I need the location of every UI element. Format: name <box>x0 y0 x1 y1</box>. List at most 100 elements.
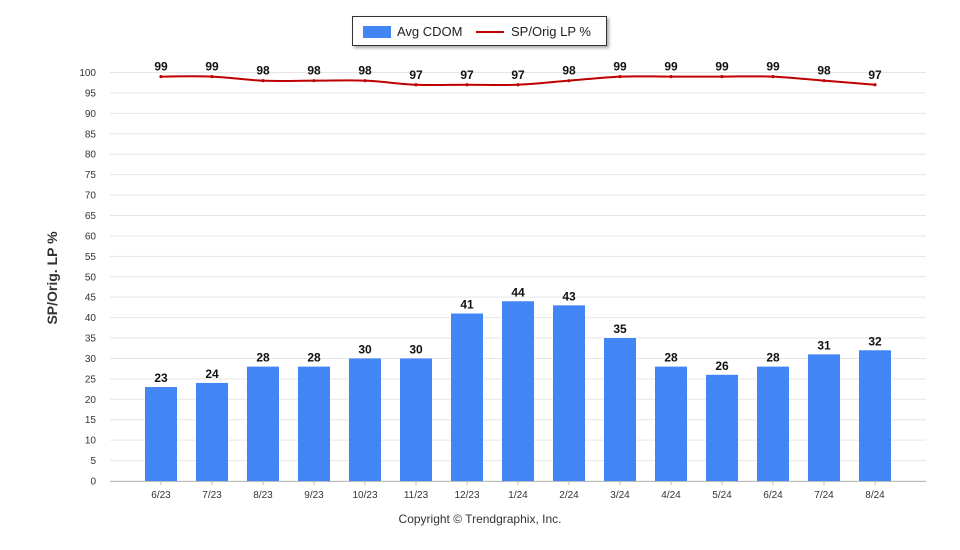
x-tick-label: 6/23 <box>151 490 171 501</box>
line-point-sp-orig-lp <box>516 83 520 87</box>
line-point-sp-orig-lp <box>414 83 418 87</box>
line-data-label: 99 <box>715 60 729 74</box>
legend-swatch-sp-orig-lp <box>476 31 504 33</box>
bar-avg-cdom <box>451 313 483 481</box>
bar-avg-cdom <box>859 350 891 481</box>
y-tick-label: 40 <box>85 313 97 324</box>
bar-data-label: 30 <box>358 342 372 356</box>
bar-avg-cdom <box>757 366 789 481</box>
line-point-sp-orig-lp <box>363 79 367 83</box>
legend-label-sp-orig-lp: SP/Orig LP % <box>511 24 591 39</box>
bar-data-label: 31 <box>817 338 831 352</box>
line-point-sp-orig-lp <box>873 83 877 87</box>
bar-data-label: 24 <box>205 367 219 381</box>
y-tick-label: 95 <box>85 88 97 99</box>
line-point-sp-orig-lp <box>159 74 163 79</box>
line-point-sp-orig-lp <box>618 74 622 79</box>
line-point-sp-orig-lp <box>822 79 826 83</box>
x-tick-label: 11/23 <box>404 490 429 501</box>
x-tick-label: 2/24 <box>559 490 579 501</box>
line-data-label: 97 <box>511 68 525 82</box>
line-data-label: 97 <box>409 68 423 82</box>
copyright-text: Copyright © Trendgraphix, Inc. <box>398 512 562 526</box>
x-tick-label: 7/23 <box>202 490 222 501</box>
line-data-label: 98 <box>307 64 321 78</box>
line-data-label: 99 <box>154 60 168 74</box>
line-point-sp-orig-lp <box>210 74 214 79</box>
chart-legend: Avg CDOM SP/Orig LP % <box>352 16 607 46</box>
y-tick-label: 100 <box>79 68 96 79</box>
bar-avg-cdom <box>604 338 636 481</box>
line-point-sp-orig-lp <box>312 79 316 83</box>
bar-data-label: 43 <box>562 289 576 303</box>
y-tick-label: 0 <box>90 477 96 488</box>
y-tick-label: 10 <box>85 436 97 447</box>
bar-data-label: 28 <box>307 351 321 365</box>
bar-data-label: 26 <box>715 359 729 373</box>
bar-data-label: 28 <box>256 351 270 365</box>
legend-label-avg-cdom: Avg CDOM <box>397 24 463 39</box>
y-tick-label: 70 <box>85 191 97 202</box>
y-tick-label: 65 <box>85 211 97 222</box>
bar-data-label: 30 <box>409 342 423 356</box>
bar-data-label: 28 <box>664 351 678 365</box>
line-data-label: 99 <box>613 60 627 74</box>
x-tick-label: 7/24 <box>814 490 834 501</box>
y-tick-label: 15 <box>85 415 97 426</box>
bar-avg-cdom <box>553 305 585 481</box>
legend-swatch-avg-cdom <box>363 26 391 38</box>
y-tick-label: 20 <box>85 395 97 406</box>
bar-avg-cdom <box>706 374 738 481</box>
line-data-label: 99 <box>766 60 780 74</box>
y-tick-label: 5 <box>90 456 96 467</box>
bar-avg-cdom <box>502 301 534 481</box>
x-tick-label: 3/24 <box>610 490 630 501</box>
line-data-label: 99 <box>205 60 219 74</box>
bar-avg-cdom <box>298 366 330 481</box>
bar-avg-cdom <box>400 358 432 481</box>
bar-data-label: 23 <box>154 371 168 385</box>
line-data-label: 98 <box>256 64 270 78</box>
y-tick-label: 30 <box>85 354 97 365</box>
y-tick-label: 75 <box>85 170 97 181</box>
line-point-sp-orig-lp <box>261 79 265 83</box>
line-data-label: 97 <box>460 68 474 82</box>
line-data-label: 98 <box>817 64 831 78</box>
x-tick-label: 1/24 <box>508 490 528 501</box>
x-tick-label: 9/23 <box>304 490 324 501</box>
bar-avg-cdom <box>196 382 228 481</box>
y-tick-label: 50 <box>85 272 97 283</box>
y-tick-label: 85 <box>85 129 97 140</box>
line-data-label: 98 <box>562 64 576 78</box>
line-point-sp-orig-lp <box>720 74 724 79</box>
y-tick-label: 55 <box>85 252 97 263</box>
bar-data-label: 32 <box>868 334 882 348</box>
x-tick-label: 8/24 <box>865 490 885 501</box>
x-tick-label: 10/23 <box>352 490 377 501</box>
line-point-sp-orig-lp <box>465 83 469 87</box>
bar-avg-cdom <box>808 354 840 481</box>
y-tick-label: 60 <box>85 231 97 242</box>
y-tick-label: 45 <box>85 293 97 304</box>
y-tick-label: 25 <box>85 374 97 385</box>
y-tick-label: 35 <box>85 334 97 345</box>
line-data-label: 99 <box>664 60 678 74</box>
x-tick-label: 6/24 <box>763 490 783 501</box>
bar-avg-cdom <box>247 366 279 481</box>
bar-avg-cdom <box>145 387 177 481</box>
bar-data-label: 28 <box>766 351 780 365</box>
x-tick-label: 5/24 <box>712 490 732 501</box>
y-tick-label: 90 <box>85 109 97 120</box>
line-point-sp-orig-lp <box>669 74 673 79</box>
line-data-label: 98 <box>358 64 372 78</box>
bar-data-label: 44 <box>511 285 525 299</box>
bar-data-label: 35 <box>613 322 627 336</box>
x-tick-label: 12/23 <box>454 490 479 501</box>
bar-avg-cdom <box>349 358 381 481</box>
x-tick-label: 8/23 <box>253 490 273 501</box>
y-tick-label: 80 <box>85 150 97 161</box>
line-point-sp-orig-lp <box>567 79 571 83</box>
bar-data-label: 41 <box>460 298 474 312</box>
bar-avg-cdom <box>655 366 687 481</box>
